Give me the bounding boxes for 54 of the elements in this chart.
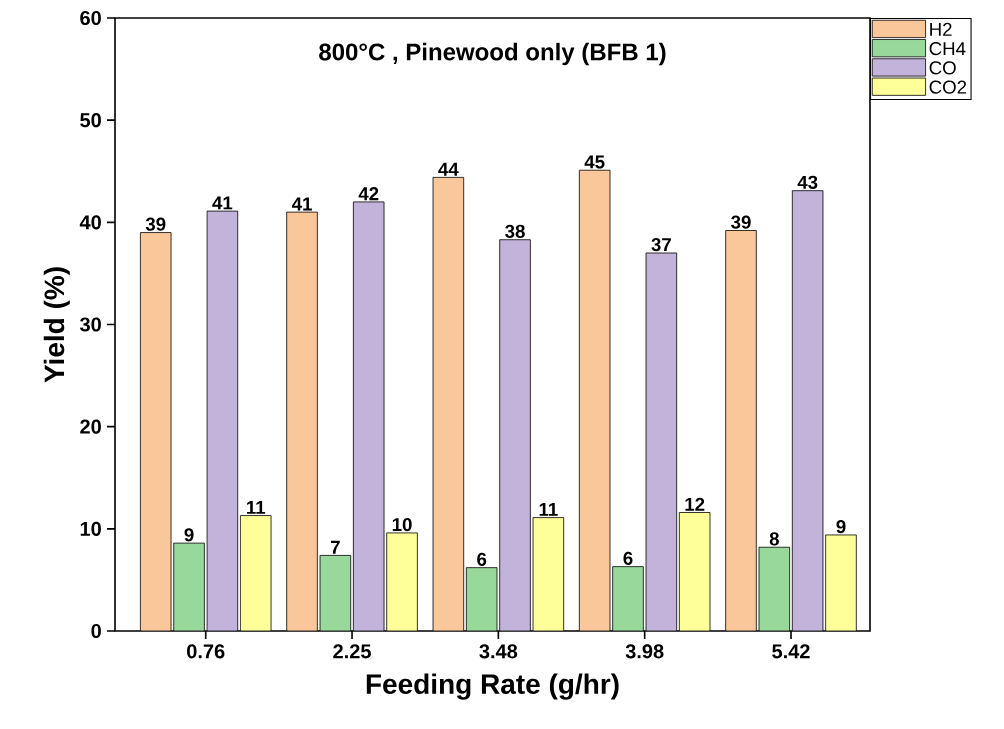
data-label: 39 (145, 217, 166, 231)
x-tick-label: 2.25 (333, 644, 371, 659)
bar (207, 211, 238, 631)
x-tick-label: 0.76 (187, 644, 225, 659)
bar (140, 232, 172, 631)
y-tick-label: 10 (80, 521, 101, 536)
y-axis-title: Yield (%) (43, 267, 70, 383)
data-label: 6 (623, 551, 633, 565)
x-tick-label: 5.42 (772, 644, 810, 659)
data-label: 9 (836, 520, 846, 534)
bar (353, 201, 385, 631)
legend-label: CO (929, 61, 956, 75)
data-label: 39 (731, 215, 751, 229)
x-tick-label: 3.98 (625, 644, 664, 659)
data-label: 44 (438, 162, 459, 176)
x-axis-title: Feeding Rate (g/hr) (366, 673, 619, 700)
bar (533, 517, 564, 631)
bar (499, 239, 531, 631)
data-label: 45 (584, 155, 605, 169)
y-tick-label: 40 (79, 215, 101, 230)
bar (725, 230, 757, 631)
bar (386, 532, 418, 631)
bar (825, 534, 857, 631)
legend-label: CO2 (929, 80, 967, 94)
data-label: 11 (247, 500, 266, 514)
legend-label: CH4 (929, 41, 966, 56)
data-label: 11 (539, 503, 558, 516)
y-tick-label: 60 (80, 10, 101, 26)
bar (579, 170, 611, 631)
bar (433, 177, 464, 631)
data-label: 10 (392, 517, 412, 532)
data-label: 37 (651, 238, 671, 252)
bar (679, 512, 711, 631)
y-tick-label: 30 (79, 317, 101, 332)
x-tick-label: 3.48 (479, 644, 518, 659)
bar (286, 212, 318, 631)
data-label: 42 (358, 187, 379, 201)
bar (646, 252, 677, 631)
data-label: 41 (291, 197, 312, 211)
y-tick-label: 50 (80, 113, 101, 128)
legend-label: H2 (930, 22, 952, 36)
bar (240, 515, 272, 631)
data-label: 7 (330, 540, 340, 554)
data-label: 12 (685, 497, 705, 511)
data-label: 41 (212, 196, 233, 210)
y-tick-label: 0 (91, 623, 101, 639)
data-label: 6 (477, 552, 487, 566)
bar (791, 190, 824, 631)
text: 800°C , Pinewood only (BFB 1) (319, 42, 666, 66)
data-label: 43 (797, 175, 818, 189)
data-label: 8 (769, 532, 779, 546)
data-label: 9 (184, 528, 194, 542)
data-label: 38 (505, 224, 525, 238)
y-tick-label: 20 (80, 419, 101, 434)
